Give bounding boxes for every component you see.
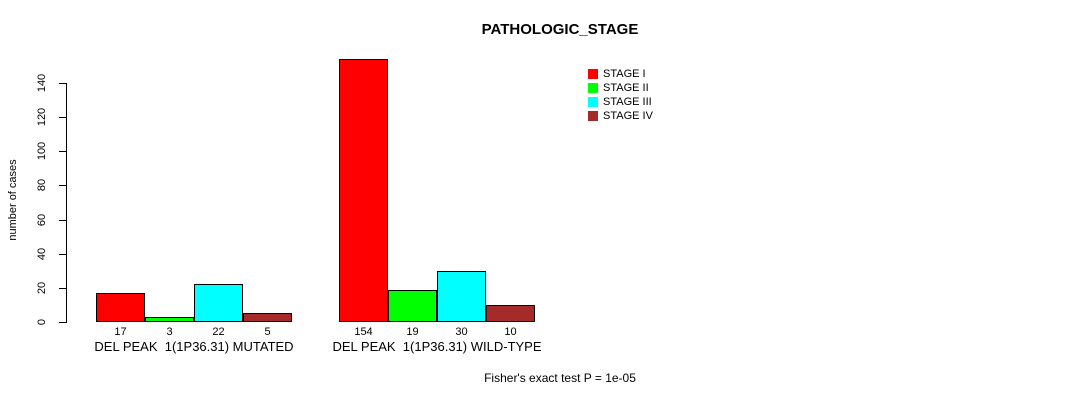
y-axis-tick xyxy=(59,151,66,153)
y-axis-tick-label: 100 xyxy=(36,142,48,161)
y-axis-tick-label: 40 xyxy=(36,247,48,260)
bar-value-label: 10 xyxy=(504,326,517,338)
bar-value-label: 3 xyxy=(166,326,173,338)
bar-stage-iii-del-peak-1-1p36-31-mutated xyxy=(194,284,243,322)
annotation-fisher-test: Fisher's exact test P = 1e-05 xyxy=(484,371,636,385)
bar-value-label: 154 xyxy=(354,326,373,338)
y-axis-tick-label: 60 xyxy=(36,213,48,226)
bar-stage-ii-del-peak-1-1p36-31-wild-type xyxy=(388,289,437,322)
y-axis-tick xyxy=(59,83,66,84)
y-axis-tick-label: 0 xyxy=(36,318,48,326)
y-axis-tick xyxy=(59,322,66,323)
legend-item-stage-iv: STAGE IV xyxy=(588,109,653,123)
bar-value-label: 5 xyxy=(264,326,271,338)
legend-item-stage-ii: STAGE II xyxy=(588,81,653,95)
y-axis-tick xyxy=(59,185,66,187)
chart-title: PATHOLOGIC_STAGE xyxy=(481,21,639,38)
bar-value-label: 17 xyxy=(114,326,127,338)
legend-swatch-stage-ii xyxy=(588,83,598,93)
bar-stage-iii-del-peak-1-1p36-31-wild-type xyxy=(437,270,486,322)
y-axis-tick-label: 80 xyxy=(36,179,48,192)
bar-stage-i-del-peak-1-1p36-31-mutated xyxy=(96,292,145,322)
bar-stage-ii-del-peak-1-1p36-31-mutated xyxy=(145,316,194,322)
legend-item-stage-i: STAGE I xyxy=(588,67,653,81)
legend-swatch-stage-i xyxy=(588,69,598,79)
legend-label: STAGE II xyxy=(603,82,649,94)
legend-label: STAGE III xyxy=(603,96,652,108)
bar-stage-i-del-peak-1-1p36-31-wild-type xyxy=(339,59,388,322)
bar-stage-iv-del-peak-1-1p36-31-mutated xyxy=(243,313,292,322)
y-axis-tick xyxy=(59,287,66,289)
bar-value-label: 19 xyxy=(406,326,419,338)
group-label-del-peak-1-1p36-31-wild-type: DEL PEAK 1(1P36.31) WILD-TYPE xyxy=(332,339,542,354)
legend-label: STAGE IV xyxy=(603,110,653,122)
y-axis-title: number of cases xyxy=(7,159,19,241)
legend: STAGE I STAGE II STAGE III STAGE IV xyxy=(588,67,653,123)
legend-swatch-stage-iv xyxy=(588,111,598,121)
bar-value-label: 22 xyxy=(212,326,225,338)
y-axis-tick-label: 120 xyxy=(36,107,48,127)
legend-swatch-stage-iii xyxy=(588,97,598,107)
y-axis-tick xyxy=(59,219,66,221)
y-axis-tick xyxy=(59,117,66,119)
bar-value-label: 30 xyxy=(455,326,468,338)
legend-label: STAGE I xyxy=(603,68,646,80)
y-axis-tick-label: 140 xyxy=(36,73,48,93)
y-axis-tick xyxy=(59,253,66,255)
y-axis-tick-label: 20 xyxy=(36,281,48,294)
legend-item-stage-iii: STAGE III xyxy=(588,95,653,109)
y-axis-line xyxy=(66,83,67,323)
bar-stage-iv-del-peak-1-1p36-31-wild-type xyxy=(486,304,535,322)
group-label-del-peak-1-1p36-31-mutated: DEL PEAK 1(1P36.31) MUTATED xyxy=(94,339,294,354)
